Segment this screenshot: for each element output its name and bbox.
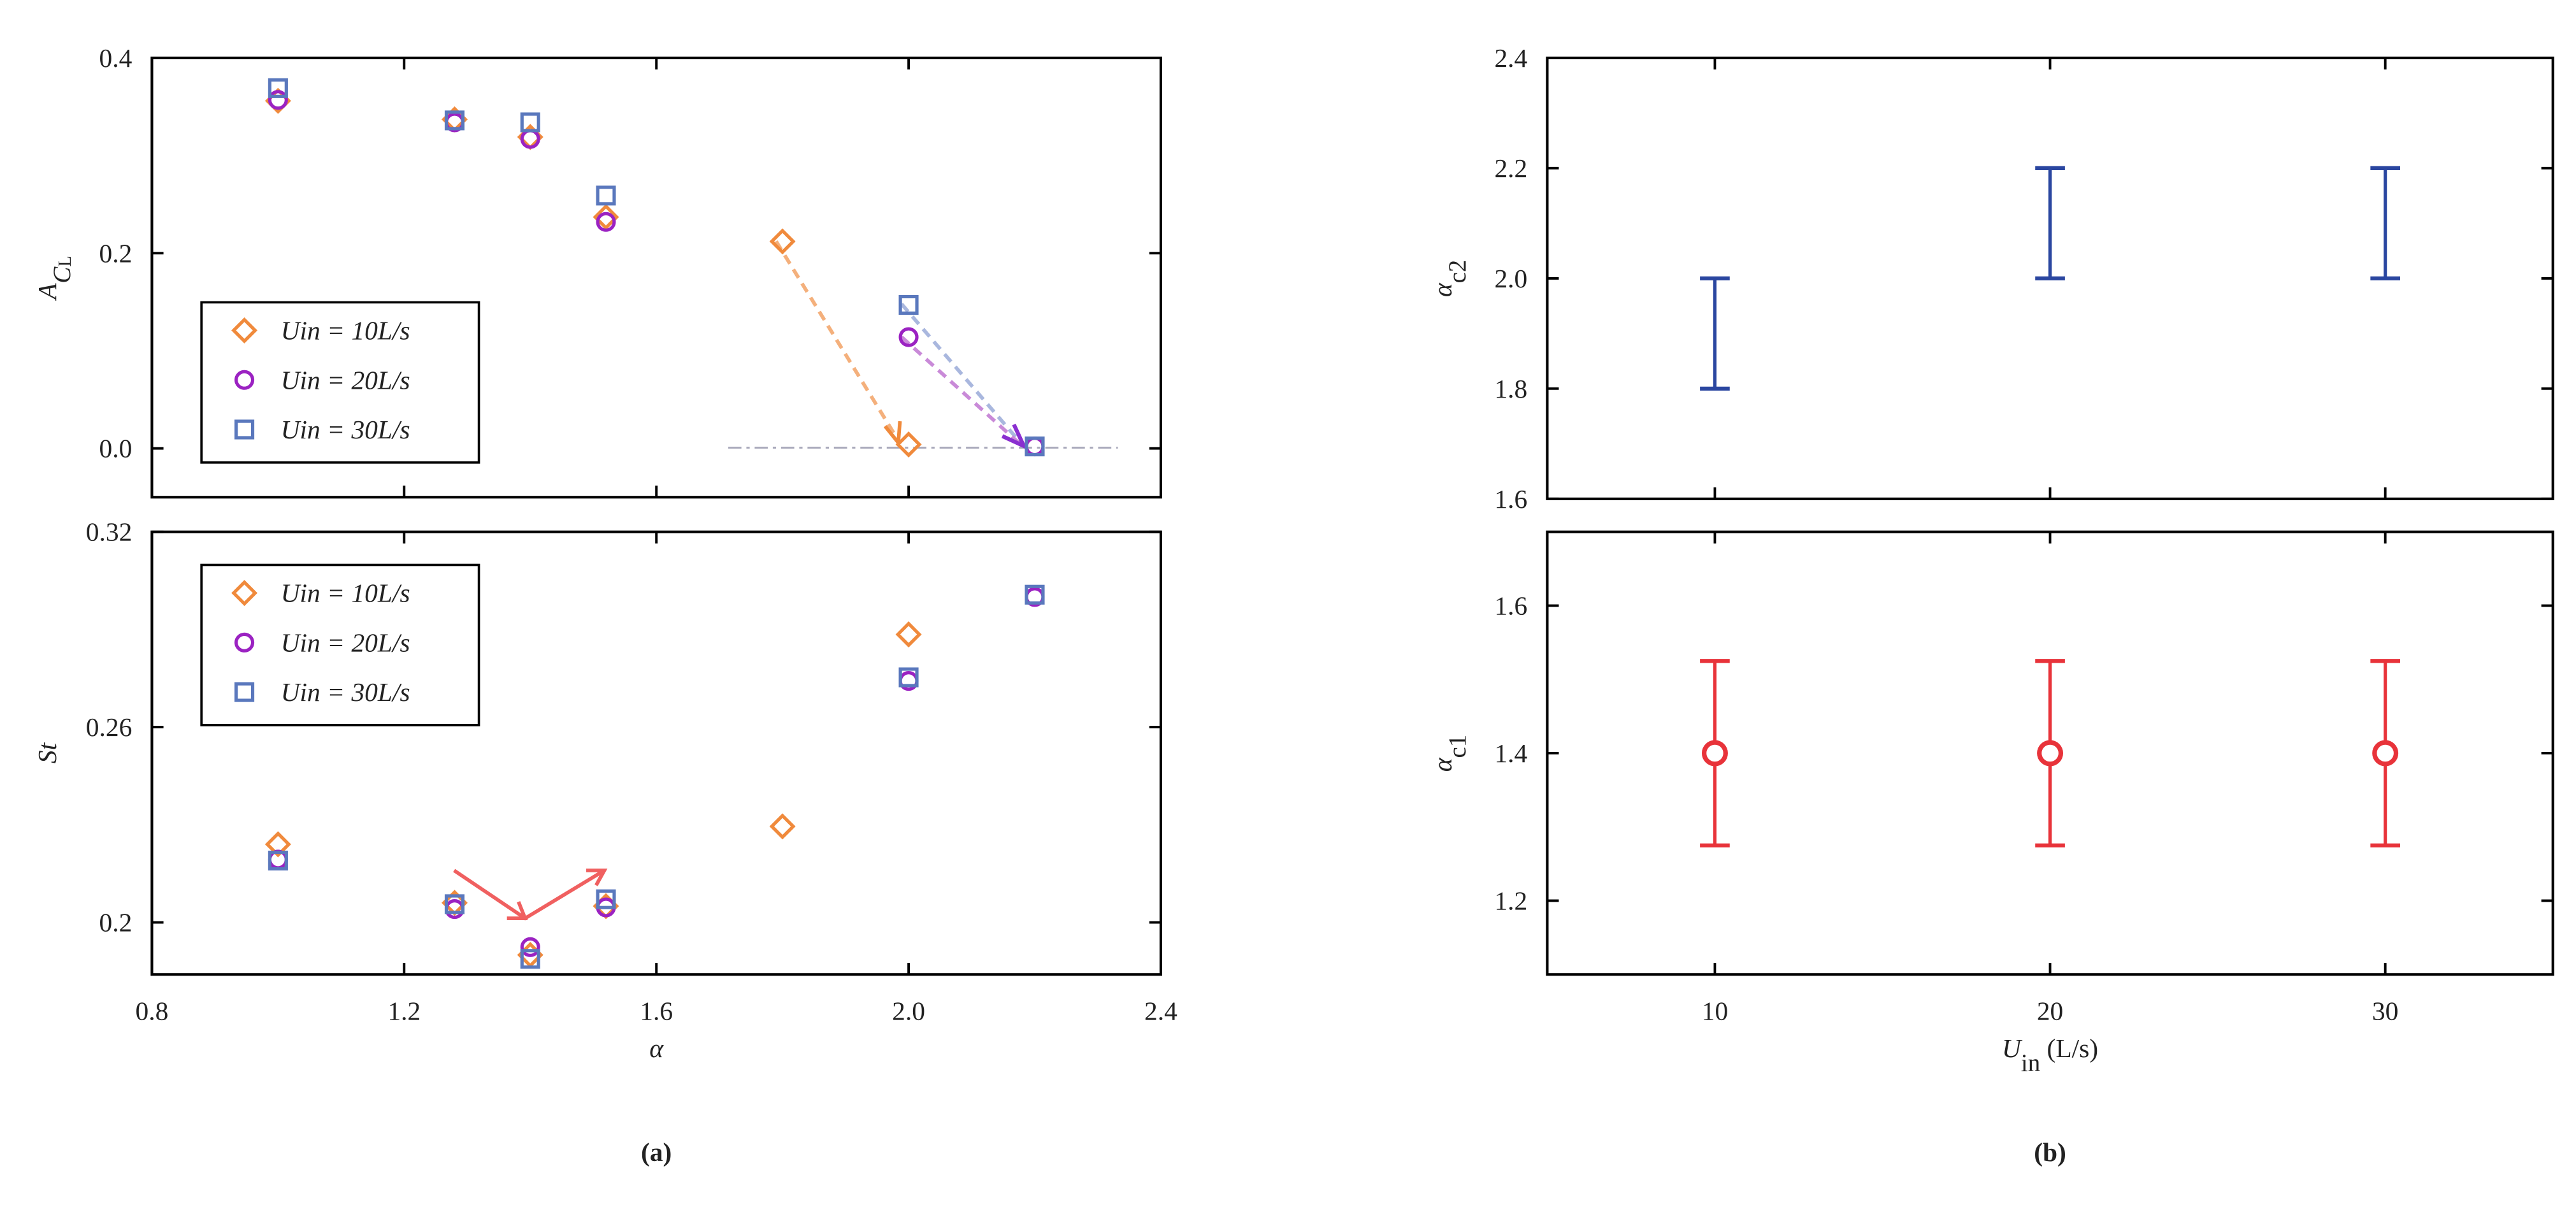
panel-caption: (b): [2034, 1137, 2066, 1167]
label-main: A: [32, 283, 62, 301]
y-axis-label: αc2: [1428, 260, 1471, 297]
marker-square: [1025, 584, 1045, 605]
y-tick-label: 2.2: [1494, 154, 1527, 183]
legend: [200, 563, 480, 726]
y-tick-label: 0.2: [99, 908, 133, 937]
y-tick-label: 0.32: [86, 517, 133, 547]
arrow-head: [1001, 423, 1028, 451]
marker-square: [234, 682, 255, 702]
marker-diamond: [895, 431, 922, 458]
y-axis-label: St: [32, 742, 62, 763]
label-rest: (L/s): [2040, 1034, 2098, 1064]
x-tick-label: 20: [2037, 996, 2063, 1025]
marker-diamond: [769, 813, 796, 840]
trend-arrow: [774, 240, 898, 439]
x-tick-label: 30: [2372, 996, 2398, 1025]
marker-square: [520, 949, 540, 969]
y-tick-label: 1.6: [1494, 591, 1527, 620]
marker-square: [898, 667, 919, 688]
x-axis-label: α: [649, 1034, 664, 1063]
marker-square: [268, 78, 288, 98]
annotations: [453, 240, 1118, 921]
arrow-head: [586, 869, 608, 886]
marker-circle: [234, 370, 255, 390]
label-main: U: [2002, 1034, 2023, 1063]
marker-circle: [1701, 740, 1728, 767]
marker-diamond: [231, 580, 258, 607]
y-tick-label: 0.2: [99, 238, 133, 268]
y-tick-label: 1.8: [1494, 374, 1527, 403]
y-tick-label: 0.26: [86, 712, 133, 742]
marker-square: [268, 850, 288, 871]
y-axis-label: αc1: [1428, 735, 1471, 772]
marker-circle: [898, 327, 919, 347]
legend-label: Uin = 30L/s: [281, 677, 410, 707]
marker-square: [596, 889, 616, 909]
marker-diamond: [264, 831, 291, 858]
marker-square: [596, 185, 616, 206]
marker-square: [520, 112, 540, 133]
y-axis-label: ACL: [32, 256, 75, 301]
marker-square: [444, 110, 465, 131]
marker-circle: [520, 937, 540, 957]
marker-diamond: [593, 204, 619, 231]
label-subscript: in: [2021, 1049, 2040, 1076]
marker-diamond: [231, 317, 258, 344]
marker-diamond: [769, 228, 796, 255]
panel-caption: (a): [641, 1137, 672, 1167]
marker-circle: [2037, 740, 2064, 767]
x-tick-label: 0.8: [136, 996, 169, 1025]
x-tick-label: 2.4: [1144, 996, 1177, 1025]
legend-label: Uin = 20L/s: [281, 365, 410, 394]
x-tick-label: 2.0: [892, 996, 925, 1025]
x-tick-label: 10: [1702, 996, 1728, 1025]
arrow-head: [507, 901, 528, 920]
trend-arrow: [900, 335, 1022, 446]
marker-square: [234, 419, 255, 440]
marker-square: [898, 294, 919, 315]
legend-label: Uin = 30L/s: [281, 415, 410, 444]
marker-circle: [234, 632, 255, 653]
marker-square: [1025, 436, 1045, 457]
label-main: α: [1428, 757, 1457, 772]
legend-label: Uin = 10L/s: [281, 579, 410, 608]
marker-square: [444, 894, 465, 914]
label-main: α: [649, 1034, 664, 1063]
y-tick-label: 2.0: [1494, 264, 1527, 293]
y-tick-label: 2.4: [1494, 43, 1527, 73]
trend-arrow: [900, 303, 1022, 444]
label-subscript: c2: [1444, 260, 1471, 284]
legend-label: Uin = 10L/s: [281, 316, 410, 345]
x-axis-label: Uin (L/s): [2002, 1034, 2098, 1076]
label-main: α: [1428, 282, 1457, 297]
y-tick-label: 0.4: [99, 43, 133, 73]
y-tick-label: 0.0: [99, 434, 133, 463]
label-subscript: c1: [1444, 735, 1471, 758]
label-subscript: L: [55, 256, 75, 266]
legend-label: Uin = 20L/s: [281, 628, 410, 657]
x-tick-label: 1.2: [387, 996, 421, 1025]
y-tick-label: 1.6: [1494, 484, 1527, 514]
label-subscript: C: [48, 266, 76, 284]
y-tick-label: 1.2: [1494, 886, 1527, 915]
label-main: St: [32, 742, 62, 763]
marker-diamond: [895, 621, 922, 648]
marker-circle: [2372, 740, 2399, 767]
legend-box: [200, 563, 480, 726]
marker-circle: [596, 212, 616, 232]
x-tick-label: 1.6: [640, 996, 673, 1025]
legend: [200, 301, 480, 464]
y-tick-label: 1.4: [1494, 739, 1527, 768]
marker-circle: [268, 90, 288, 110]
legend-box: [200, 301, 480, 464]
